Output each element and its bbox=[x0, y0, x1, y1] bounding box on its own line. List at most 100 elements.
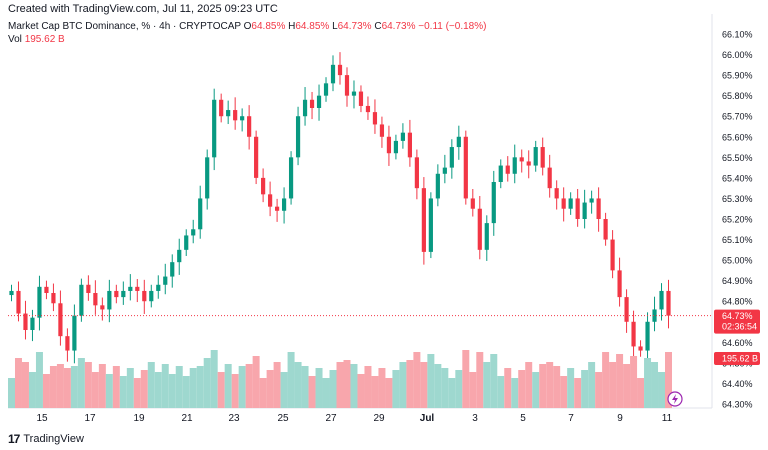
volume-bar bbox=[504, 368, 512, 408]
candle-body bbox=[58, 303, 63, 337]
volume-bar bbox=[147, 362, 155, 408]
volume-bar bbox=[49, 366, 57, 408]
candle-body bbox=[547, 167, 552, 189]
volume-bar bbox=[14, 358, 22, 408]
volume-bar bbox=[98, 364, 106, 408]
volume-bar bbox=[413, 352, 421, 408]
candle-body bbox=[442, 167, 447, 174]
last-price-tag bbox=[714, 309, 760, 334]
volume-bar bbox=[189, 368, 197, 408]
y-tick-label: 65.10% bbox=[722, 235, 753, 245]
candle-body bbox=[100, 305, 105, 310]
y-tick-label: 65.30% bbox=[722, 194, 753, 204]
candle-body bbox=[44, 286, 49, 293]
y-tick-label: 65.50% bbox=[722, 153, 753, 163]
close-label: C bbox=[374, 21, 382, 32]
volume-bar bbox=[329, 370, 337, 408]
candle-body bbox=[491, 182, 496, 224]
candle-body bbox=[114, 290, 119, 298]
volume-bar bbox=[630, 356, 638, 408]
candle-body bbox=[170, 262, 175, 277]
volume-bar bbox=[294, 362, 302, 408]
candle-body bbox=[351, 91, 357, 96]
candle-body bbox=[142, 290, 147, 302]
x-tick-label: 17 bbox=[84, 413, 96, 424]
candle-body bbox=[533, 147, 538, 166]
symbol-legend: Market Cap BTC Dominance, % · 4h · CRYPT… bbox=[8, 21, 486, 32]
candle-body bbox=[484, 223, 489, 250]
y-tick-label: 65.70% bbox=[722, 112, 753, 122]
candle-body bbox=[519, 157, 524, 162]
volume-bar bbox=[168, 374, 176, 408]
x-tick-label: 19 bbox=[133, 413, 145, 424]
candle-body bbox=[93, 293, 98, 306]
candle-body bbox=[386, 136, 392, 154]
volume-bar bbox=[336, 362, 344, 408]
candle-body bbox=[219, 99, 224, 117]
candle-body bbox=[414, 157, 419, 189]
volume-bar bbox=[119, 376, 127, 408]
volume-bar bbox=[105, 374, 113, 408]
candle-body bbox=[666, 290, 671, 316]
y-tick-label: 65.90% bbox=[722, 71, 753, 81]
volume-bar bbox=[490, 354, 498, 408]
candle-body bbox=[372, 112, 378, 125]
countdown-label: 02:36:54 bbox=[722, 322, 757, 332]
candle-body bbox=[470, 198, 475, 209]
volume-bar bbox=[539, 364, 547, 408]
created-with-text: Created with TradingView.com, Jul 11, 20… bbox=[8, 3, 278, 15]
volume-bar bbox=[224, 364, 232, 408]
x-tick-label: 25 bbox=[277, 413, 289, 424]
candle-body bbox=[261, 177, 266, 195]
volume-bar bbox=[252, 356, 260, 408]
y-tick-label: 66.10% bbox=[722, 30, 753, 40]
y-tick-label: 64.80% bbox=[722, 297, 753, 307]
candle-body bbox=[561, 198, 566, 209]
candle-body bbox=[554, 188, 559, 199]
candle-body bbox=[526, 161, 531, 166]
candle-body bbox=[198, 198, 203, 230]
volume-bar bbox=[308, 376, 316, 408]
volume-bar bbox=[266, 370, 274, 408]
lightning-icon-bolt bbox=[672, 394, 678, 404]
candle-body bbox=[72, 315, 77, 351]
volume-bar bbox=[637, 378, 645, 408]
volume-bar bbox=[91, 372, 99, 408]
volume-bar bbox=[273, 362, 281, 408]
volume-bar bbox=[644, 358, 652, 408]
candle-body bbox=[86, 284, 91, 293]
volume-bar bbox=[658, 372, 666, 408]
low-label: L bbox=[332, 21, 338, 32]
candle-body bbox=[421, 188, 426, 252]
candle-body bbox=[330, 64, 336, 84]
volume-bar bbox=[462, 350, 470, 408]
y-tick-label: 64.40% bbox=[722, 379, 753, 389]
x-tick-label: 29 bbox=[373, 413, 385, 424]
candle-body bbox=[624, 297, 629, 322]
volume-bar bbox=[560, 376, 568, 408]
volume-bar bbox=[623, 364, 631, 408]
candle-body bbox=[274, 206, 280, 211]
candle-body bbox=[191, 229, 196, 236]
candle-body bbox=[582, 202, 587, 219]
volume-bar bbox=[42, 374, 50, 408]
volume-value: 195.62 B bbox=[24, 34, 65, 45]
y-tick-label: 64.30% bbox=[722, 400, 753, 410]
volume-bar bbox=[280, 372, 288, 408]
candle-body bbox=[344, 75, 350, 96]
y-tick-label: 65.60% bbox=[722, 132, 753, 142]
volume-bar bbox=[553, 366, 561, 408]
candle-body bbox=[128, 286, 133, 291]
volume-bars bbox=[8, 350, 672, 408]
x-tick-label: 15 bbox=[36, 413, 48, 424]
candle-body bbox=[428, 198, 433, 252]
candle-body bbox=[379, 124, 385, 137]
candle-body bbox=[589, 198, 594, 203]
x-tick-label: 27 bbox=[325, 413, 337, 424]
candle-body bbox=[247, 116, 252, 137]
candle-body bbox=[477, 208, 482, 250]
candle-body bbox=[365, 105, 371, 113]
volume-bar bbox=[84, 362, 92, 408]
close-value: 64.73% bbox=[381, 21, 416, 32]
